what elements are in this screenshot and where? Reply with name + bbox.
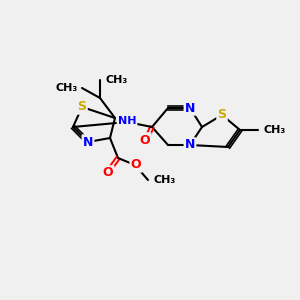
Text: NH: NH — [118, 116, 136, 126]
Text: O: O — [140, 134, 150, 146]
Text: CH₃: CH₃ — [105, 75, 127, 85]
Text: CH₃: CH₃ — [153, 175, 175, 185]
Text: N: N — [185, 101, 195, 115]
Text: N: N — [185, 139, 195, 152]
Text: O: O — [103, 167, 113, 179]
Text: S: S — [77, 100, 86, 113]
Text: S: S — [218, 109, 226, 122]
Text: CH₃: CH₃ — [263, 125, 285, 135]
Text: N: N — [83, 136, 93, 148]
Text: O: O — [131, 158, 141, 172]
Text: CH₃: CH₃ — [56, 83, 78, 93]
